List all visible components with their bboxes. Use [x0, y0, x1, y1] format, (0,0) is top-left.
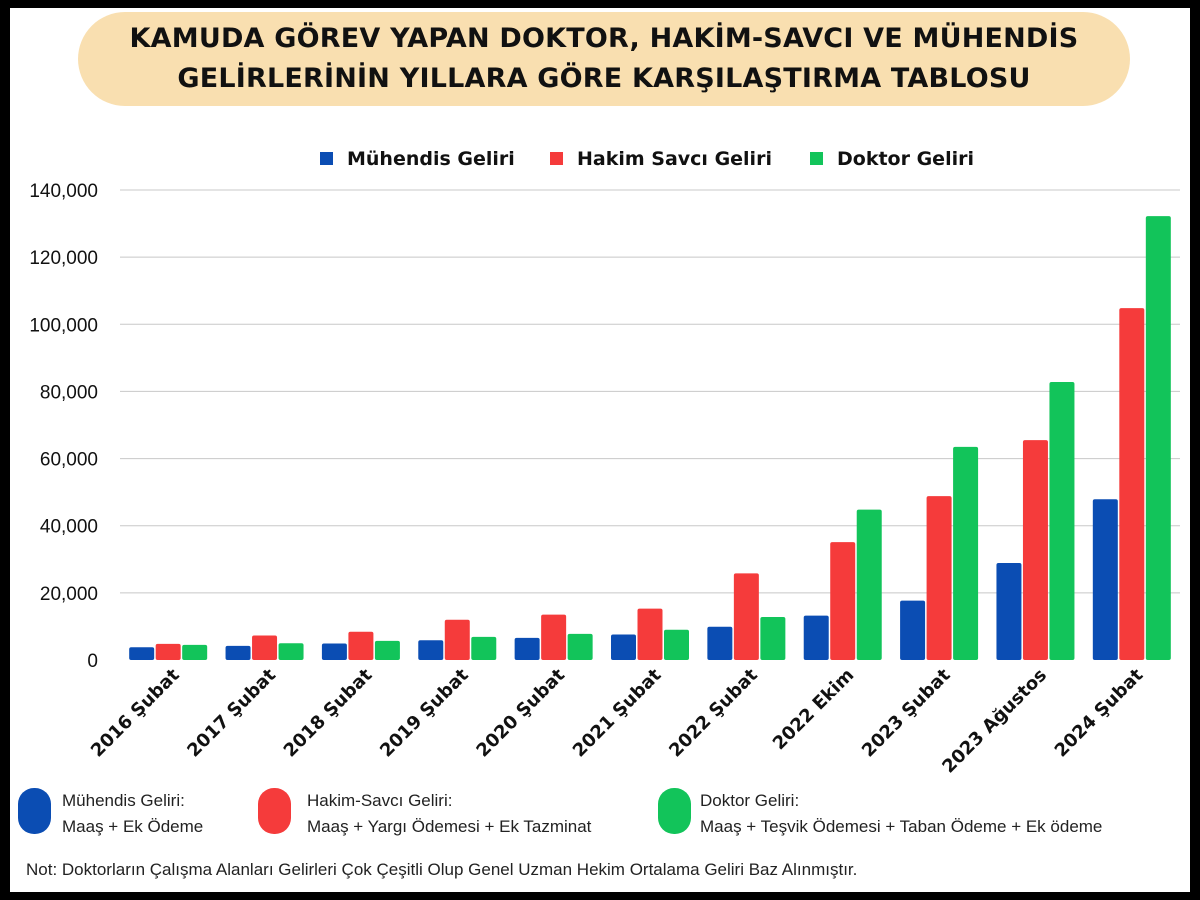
bar — [760, 617, 786, 660]
footnote: Not: Doktorların Çalışma Alanları Gelirl… — [26, 860, 858, 879]
infographic-page: KAMUDA GÖREV YAPAN DOKTOR, HAKİM-SAVCI V… — [10, 8, 1190, 892]
bar — [803, 615, 829, 660]
bar — [707, 626, 733, 660]
bar — [541, 614, 567, 660]
title-banner: KAMUDA GÖREV YAPAN DOKTOR, HAKİM-SAVCI V… — [78, 12, 1130, 106]
legend-swatch — [320, 152, 333, 165]
legend-swatch-hakim — [258, 788, 291, 834]
y-tick-label: 40,000 — [40, 517, 98, 538]
bar — [926, 496, 952, 660]
x-tick-label: 2018 Şubat — [280, 664, 377, 761]
x-tick-label: 2022 Şubat — [665, 664, 762, 761]
y-tick-label: 140,000 — [29, 181, 98, 202]
bar — [1119, 308, 1145, 660]
bar — [611, 634, 636, 660]
legend-swatch-muhendis — [18, 788, 51, 834]
y-tick-label: 80,000 — [40, 382, 98, 403]
bar — [1145, 216, 1171, 660]
x-tick-label: 2017 Şubat — [183, 664, 280, 761]
legend-label: Hakim Savcı Geliri — [577, 148, 772, 170]
y-tick-label: 60,000 — [40, 450, 98, 471]
bar — [637, 608, 663, 660]
x-tick-label: 2020 Şubat — [472, 664, 569, 761]
bar — [953, 446, 979, 660]
x-tick-label: 2022 Ekim — [769, 665, 858, 754]
bar — [900, 600, 926, 660]
bar — [733, 573, 759, 660]
legend-detail-muhendis: Maaş + Ek Ödeme — [62, 817, 204, 836]
bar — [418, 640, 444, 660]
title-line-2: GELİRLERİNİN YILLARA GÖRE KARŞILAŞTIRMA … — [177, 63, 1031, 94]
bar — [1049, 382, 1075, 660]
bar — [567, 633, 593, 660]
legend-title-muhendis: Mühendis Geliri: — [62, 791, 185, 810]
bar — [321, 643, 347, 660]
legend-detail-doktor: Maaş + Teşvik Ödemesi + Taban Ödeme + Ek… — [700, 817, 1103, 836]
bar — [278, 643, 304, 660]
grid-lines — [120, 189, 1180, 594]
chart-legend: Mühendis Geliri Hakim Savcı Geliri Doktor … — [320, 148, 974, 170]
x-tick-label: 2016 Şubat — [87, 664, 184, 761]
legend-detail-hakim: Maaş + Yargı Ödemesi + Ek Tazminat — [307, 817, 592, 836]
bars — [129, 216, 1171, 660]
bar — [471, 636, 497, 660]
bar — [1022, 440, 1048, 660]
bar — [225, 645, 251, 660]
y-tick-label: 100,000 — [29, 315, 98, 336]
legend-label: Mühendis Geliri — [347, 148, 515, 170]
y-axis-labels: 0 20,000 40,000 60,000 80,000 100,000 120,000 1… — [29, 181, 98, 672]
bar — [129, 647, 155, 660]
bar — [374, 640, 400, 660]
legend-title-hakim: Hakim-Savcı Geliri: — [307, 791, 453, 810]
x-tick-label: 2023 Şubat — [858, 664, 955, 761]
bar — [1092, 499, 1118, 660]
bar — [830, 542, 856, 660]
legend-label: Doktor Geliri — [837, 148, 974, 170]
bar — [182, 644, 208, 660]
title-line-1: KAMUDA GÖREV YAPAN DOKTOR, HAKİM-SAVCI V… — [129, 23, 1079, 54]
x-tick-label: 2019 Şubat — [376, 664, 473, 761]
x-tick-label: 2021 Şubat — [569, 664, 666, 761]
bar — [444, 619, 470, 660]
bar — [514, 637, 540, 660]
bar — [664, 629, 689, 660]
bar — [155, 643, 181, 660]
bar — [252, 635, 278, 660]
legend-swatch — [550, 152, 563, 165]
x-tick-label: 2023 Ağustos — [938, 665, 1051, 778]
bar — [996, 562, 1022, 660]
x-tick-label: 2024 Şubat — [1051, 664, 1148, 761]
bar-chart: Mühendis Geliri Hakim Savcı Geliri Doktor … — [29, 148, 1180, 777]
y-tick-label: 120,000 — [29, 248, 98, 269]
y-tick-label: 0 — [87, 651, 98, 672]
legend-title-doktor: Doktor Geliri: — [700, 791, 800, 810]
x-axis-labels: 2016 Şubat 2017 Şubat 2018 Şubat 2019 Şubat… — [87, 664, 1148, 777]
legend-swatch — [810, 152, 823, 165]
bar — [856, 509, 882, 660]
legend-swatch-doktor — [658, 788, 691, 834]
y-tick-label: 20,000 — [40, 584, 98, 605]
bar — [348, 631, 374, 660]
